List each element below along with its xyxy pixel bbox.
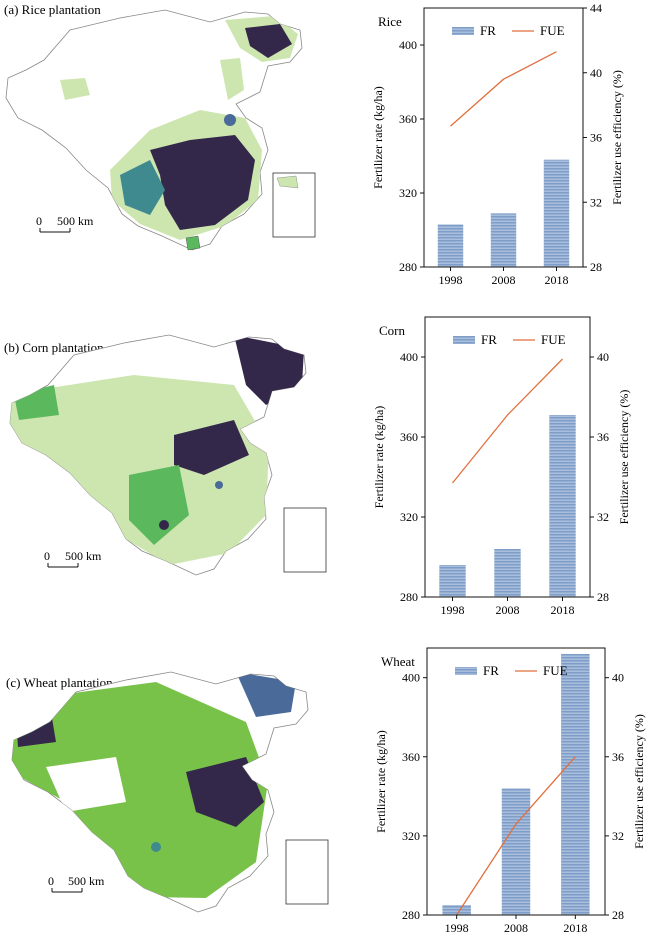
x-tick-label: 1998 [445, 921, 469, 934]
y-tick-label: 360 [399, 112, 417, 126]
x-tick-label: 1998 [439, 273, 463, 287]
scale-zero: 0 [44, 549, 50, 563]
y2-axis-title: Fertilizer use efficiency (%) [632, 714, 646, 849]
y-tick-label: 320 [402, 829, 420, 843]
legend-fr-swatch [453, 336, 475, 344]
x-tick-label: 2008 [492, 273, 516, 287]
y-tick-label: 400 [402, 671, 420, 685]
rice-chart: 280 320 360 400 28 32 36 40 44 1998 2008 2018 Fertil… [371, 1, 624, 287]
wheat-panel-label: (c) Wheat plantation [6, 675, 113, 690]
y2-tick-label: 40 [597, 350, 609, 364]
x-tick-label: 2018 [545, 273, 569, 287]
x-tick-label: 1998 [441, 603, 465, 617]
y2-tick-label: 36 [597, 430, 609, 444]
y-tick-label: 400 [400, 350, 418, 364]
wheat-chart: 280 320 360 400 28 32 36 40 1998 2008 2018 Fertiliz… [374, 647, 646, 934]
chart-title: Rice [378, 14, 402, 29]
y2-tick-label: 40 [612, 671, 624, 685]
y2-tick-label: 36 [612, 750, 624, 764]
y2-tick-label: 44 [590, 1, 602, 15]
fr-bar [437, 224, 464, 267]
y-tick-label: 280 [402, 908, 420, 922]
legend-fr-label: FR [481, 332, 497, 347]
south-sea-inset [283, 507, 327, 573]
fr-bar [439, 565, 466, 597]
legend-fue-label: FUE [543, 663, 568, 678]
y2-tick-label: 28 [590, 260, 602, 274]
y2-tick-label: 40 [590, 66, 602, 80]
fr-bar [561, 653, 590, 915]
y2-axis-title: Fertilizer use efficiency (%) [617, 390, 631, 525]
legend-fr-label: FR [483, 663, 499, 678]
y2-tick-label: 32 [612, 829, 624, 843]
y2-tick-label: 28 [612, 908, 624, 922]
y-tick-label: 320 [400, 510, 418, 524]
corn-panel-label: (b) Corn plantation [4, 340, 104, 355]
x-tick-label: 2008 [496, 603, 520, 617]
legend-fr-swatch [452, 27, 474, 35]
y2-tick-label: 36 [590, 131, 602, 145]
scale-zero: 0 [36, 214, 42, 228]
fue-line [450, 51, 557, 127]
y-axis-title: Fertilizer rate (kg/ha) [374, 730, 388, 833]
scale-bar: 0 500 km [44, 549, 102, 568]
wheat-distribution [12, 672, 296, 898]
legend-fr-swatch [455, 667, 477, 675]
corn-chart: 280 320 360 400 28 32 36 40 1998 2008 2018 Fertiliz… [372, 316, 631, 617]
fr-bar [549, 415, 576, 597]
x-tick-label: 2018 [551, 603, 575, 617]
scale-zero: 0 [48, 874, 54, 888]
scale-bar: 0 500 km [48, 874, 105, 893]
y2-tick-label: 32 [597, 510, 609, 524]
corn-distribution [10, 335, 304, 565]
y-axis-title: Fertilizer rate (kg/ha) [371, 86, 385, 189]
island [185, 235, 201, 251]
rice-panel-label: (a) Rice plantation [4, 2, 101, 17]
chart-title: Corn [379, 323, 406, 338]
fr-bar [494, 549, 521, 597]
x-tick-label: 2008 [504, 921, 528, 934]
y2-axis-title: Fertilizer use efficiency (%) [610, 70, 624, 205]
rice-map: (a) Rice plantation 0 500 km [4, 2, 316, 251]
x-tick-label: 2018 [563, 921, 587, 934]
scale-label: 500 km [57, 214, 94, 228]
fr-bar [543, 159, 570, 267]
scale-bar: 0 500 km [36, 214, 94, 233]
y-axis-title: Fertilizer rate (kg/ha) [372, 406, 386, 509]
y2-tick-label: 32 [590, 195, 602, 209]
scale-label: 500 km [68, 874, 105, 888]
fr-bar [490, 213, 517, 267]
corn-map: (b) Corn plantation 0 500 km [4, 334, 327, 576]
legend-fue-label: FUE [541, 332, 566, 347]
legend-fr-label: FR [480, 23, 496, 38]
y-tick-label: 360 [400, 430, 418, 444]
fr-bar [501, 788, 531, 915]
scale-label: 500 km [65, 549, 102, 563]
chart-title: Wheat [381, 654, 415, 669]
fue-line [456, 756, 576, 916]
legend-fue-label: FUE [540, 23, 565, 38]
south-sea-inset [285, 839, 329, 905]
y2-tick-label: 28 [597, 590, 609, 604]
y-tick-label: 280 [400, 590, 418, 604]
y-tick-label: 280 [399, 260, 417, 274]
fue-line [451, 358, 563, 484]
y-tick-label: 360 [402, 750, 420, 764]
y-tick-label: 400 [399, 38, 417, 52]
fr-bar [442, 905, 471, 915]
rice-distribution [60, 16, 298, 240]
wheat-map: (c) Wheat plantation 0 500 km [6, 671, 329, 913]
y-tick-label: 320 [399, 186, 417, 200]
